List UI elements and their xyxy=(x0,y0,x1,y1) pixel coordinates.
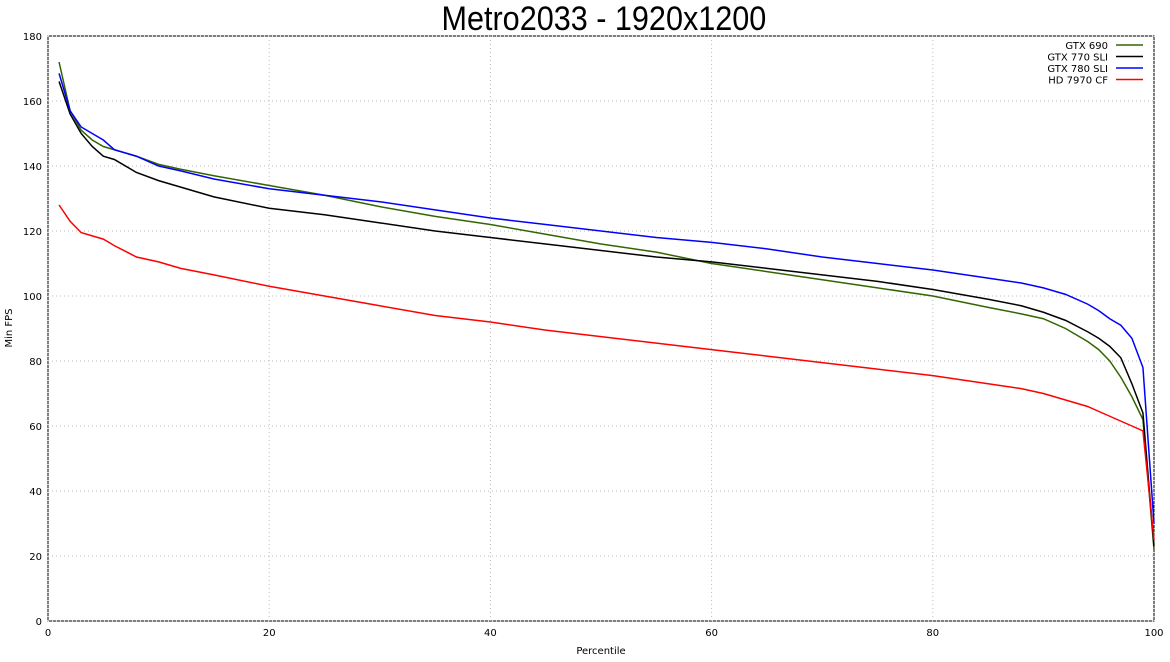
legend-label: GTX 780 SLI xyxy=(1047,64,1108,75)
y-tick-label: 120 xyxy=(23,227,42,238)
series-line xyxy=(58,81,1155,547)
chart-title: Metro2033 - 1920x1200 xyxy=(442,0,767,37)
x-tick-label: 0 xyxy=(45,628,51,639)
plot-frame xyxy=(47,35,1155,622)
series-line xyxy=(58,61,1155,550)
x-tick-label: 40 xyxy=(484,628,497,639)
y-tick-label: 0 xyxy=(36,617,42,628)
y-tick-label: 80 xyxy=(29,357,42,368)
series-line xyxy=(58,204,1155,540)
y-tick-label: 60 xyxy=(29,422,42,433)
y-tick-label: 100 xyxy=(23,292,42,303)
legend-label: GTX 690 xyxy=(1065,41,1108,52)
legend-label: GTX 770 SLI xyxy=(1047,53,1108,64)
y-tick-label: 20 xyxy=(29,552,42,563)
y-tick-label: 140 xyxy=(23,162,42,173)
y-axis-label: Min FPS xyxy=(4,308,15,347)
x-tick-label: 60 xyxy=(705,628,718,639)
y-tick-label: 160 xyxy=(23,97,42,108)
x-axis-label: Percentile xyxy=(576,646,625,657)
y-tick-label: 40 xyxy=(29,487,42,498)
x-tick-label: 20 xyxy=(263,628,276,639)
x-tick-label: 80 xyxy=(926,628,939,639)
series-line xyxy=(58,73,1155,524)
legend-label: HD 7970 CF xyxy=(1048,76,1108,87)
y-tick-label: 180 xyxy=(23,32,42,43)
x-tick-label: 100 xyxy=(1144,628,1163,639)
